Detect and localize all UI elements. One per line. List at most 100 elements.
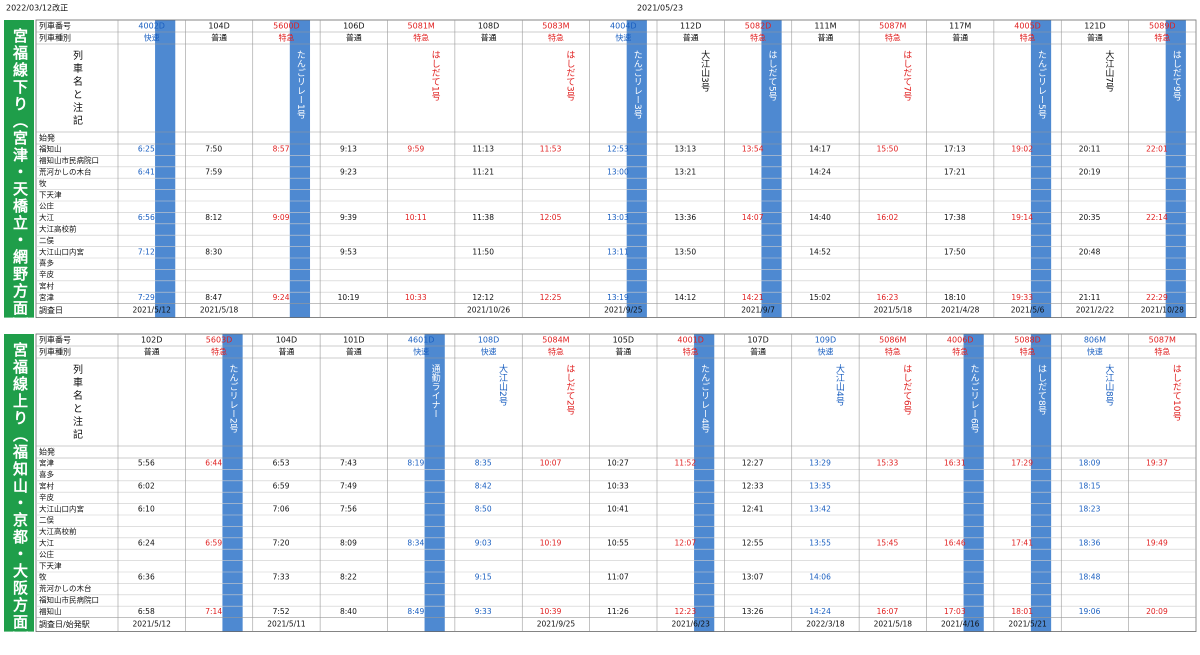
time: 17:41: [1011, 539, 1033, 548]
train-number: 108D: [478, 336, 499, 345]
survey-date: 2021/2/22: [1076, 306, 1115, 315]
time: 17:29: [1011, 459, 1033, 468]
row-label: 列車番号: [39, 335, 71, 345]
time: 14:17: [809, 145, 831, 154]
row-label: 列車名と注記: [71, 363, 83, 442]
survey-date: 2021/5/12: [132, 620, 171, 629]
train-name: はしだて5号: [767, 50, 778, 102]
row-label: 列車名と注記: [71, 49, 83, 128]
time: 20:35: [1079, 213, 1101, 222]
train-number: 5082D: [745, 22, 772, 31]
time: 12:12: [472, 293, 494, 302]
train-number: 5087M: [1149, 336, 1176, 345]
time: 14:52: [809, 247, 831, 256]
survey-date: 2021/9/25: [604, 306, 643, 315]
time: 18:36: [1079, 539, 1101, 548]
time: 11:53: [540, 145, 562, 154]
row-label: 調査日/始発駅: [39, 619, 90, 629]
time: 7:06: [273, 504, 290, 513]
station-name: 福知山市民病院口: [39, 595, 99, 605]
survey-date: 2021/10/26: [467, 306, 510, 315]
train-name: はしだて9号: [1171, 50, 1182, 102]
time: 15:50: [877, 145, 899, 154]
time: 15:33: [877, 459, 899, 468]
train-type: 普通: [817, 33, 833, 43]
train-name: はしだて8号: [1036, 364, 1047, 416]
time: 7:50: [205, 145, 222, 154]
train-type: 特急: [750, 33, 766, 43]
station-name: 牧: [39, 572, 47, 582]
station-name: 辛皮: [39, 492, 54, 502]
time: 9:13: [340, 145, 357, 154]
time: 9:09: [273, 213, 290, 222]
train-number: 5087M: [879, 22, 906, 31]
train-number: 806M: [1084, 336, 1106, 345]
train-type: 普通: [481, 33, 497, 43]
time: 16:02: [877, 213, 899, 222]
time: 12:05: [540, 213, 562, 222]
time: 13:26: [742, 607, 764, 616]
station-name: 喜多: [39, 258, 54, 268]
highlight-column: [1165, 20, 1186, 318]
train-name: はしだて2号: [564, 364, 575, 416]
time: 12:33: [742, 482, 764, 491]
station-name: 下天津: [39, 561, 62, 570]
train-number: 102D: [141, 336, 162, 345]
train-name: はしだて7号: [901, 50, 912, 102]
revision: 2022/03/12改正: [6, 3, 68, 13]
time: 5:56: [138, 459, 155, 468]
time: 11:52: [674, 459, 696, 468]
train-number: 104D: [208, 22, 229, 31]
time: 9:33: [475, 607, 492, 616]
time: 7:20: [273, 539, 290, 548]
station-name: 宮村: [39, 281, 54, 291]
time: 18:01: [1011, 607, 1033, 616]
time: 8:22: [340, 573, 357, 582]
time: 16:46: [944, 539, 966, 548]
train-name: たんごリレー5号: [1036, 50, 1047, 120]
time: 8:47: [205, 293, 222, 302]
time: 8:57: [273, 145, 290, 154]
train-name: はしだて1号: [430, 50, 441, 102]
train-type: 普通: [278, 347, 294, 357]
train-name: 通勤ライナー: [430, 364, 441, 418]
time: 8:40: [340, 607, 357, 616]
train-type: 特急: [952, 347, 968, 357]
time: 19:37: [1146, 459, 1168, 468]
time: 11:38: [472, 213, 494, 222]
time: 10:07: [540, 459, 562, 468]
train-number: 101D: [343, 336, 364, 345]
station-name: 大江山口内宮: [39, 246, 84, 256]
time: 20:48: [1079, 247, 1101, 256]
time: 21:11: [1079, 293, 1101, 302]
time: 9:15: [475, 573, 492, 582]
highlight-column: [963, 334, 984, 632]
time: 8:12: [205, 213, 222, 222]
time: 12:25: [540, 293, 562, 302]
row-label: 始発: [39, 447, 55, 457]
time: 17:21: [944, 168, 966, 177]
highlight-column: [222, 334, 243, 632]
station-name: 荒河かしの木台: [39, 167, 92, 177]
station-name: 二俣: [39, 516, 54, 525]
time: 6:56: [138, 213, 155, 222]
time: 10:11: [405, 213, 427, 222]
train-number: 109D: [815, 336, 836, 345]
time: 10:19: [338, 293, 360, 302]
train-number: 121D: [1084, 22, 1105, 31]
time: 13:07: [742, 573, 764, 582]
train-type: 快速: [817, 347, 833, 357]
time: 18:09: [1079, 459, 1101, 468]
highlight-column: [155, 20, 176, 318]
train-number: 4001D: [677, 336, 704, 345]
row-label: 列車種別: [39, 347, 71, 357]
time: 6:59: [273, 482, 290, 491]
time: 20:09: [1146, 607, 1168, 616]
time: 7:29: [138, 293, 155, 302]
train-type: 快速: [144, 33, 160, 43]
train-name: たんごリレー6号: [969, 364, 980, 434]
time: 9:23: [340, 168, 357, 177]
time: 9:03: [475, 539, 492, 548]
time: 6:36: [138, 573, 155, 582]
